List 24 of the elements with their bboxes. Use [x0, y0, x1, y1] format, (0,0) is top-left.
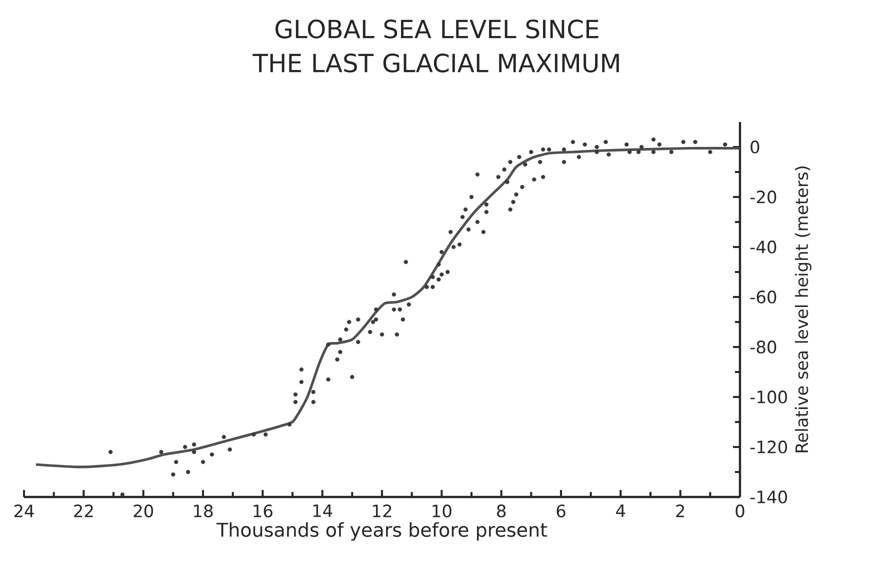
- chart-title: GLOBAL SEA LEVEL SINCE THE LAST GLACIAL MAXIMUM: [252, 20, 619, 72]
- y-tick-label: -100: [750, 390, 787, 404]
- x-tick-label: 20: [134, 504, 154, 518]
- x-tick-label: 0: [736, 504, 744, 518]
- x-tick-label: 24: [14, 504, 34, 518]
- y-axis-title: Relative sea level height (meters): [794, 166, 812, 452]
- x-tick-label: 16: [254, 504, 272, 518]
- y-tick-label: -40: [750, 240, 776, 254]
- x-tick-label: 2: [676, 504, 684, 518]
- y-tick-label: 0: [750, 140, 760, 154]
- y-tick-label: -140: [750, 490, 787, 504]
- x-tick-label: 22: [74, 504, 93, 518]
- x-tick-label: 6: [556, 504, 566, 518]
- y-tick-label: -120: [750, 440, 787, 454]
- x-tick-label: 14: [313, 504, 332, 517]
- x-tick-label: 4: [616, 504, 626, 517]
- x-tick-label: 8: [497, 504, 506, 518]
- x-tick-label: 12: [373, 504, 392, 518]
- x-axis-title: Thousands of years before present: [216, 522, 548, 541]
- x-tick-label: 18: [194, 504, 213, 518]
- x-tick-label: 10: [432, 504, 452, 518]
- y-tick-label: -60: [750, 290, 776, 304]
- y-tick-label: -20: [750, 190, 776, 204]
- y-tick-label: -80: [750, 340, 776, 354]
